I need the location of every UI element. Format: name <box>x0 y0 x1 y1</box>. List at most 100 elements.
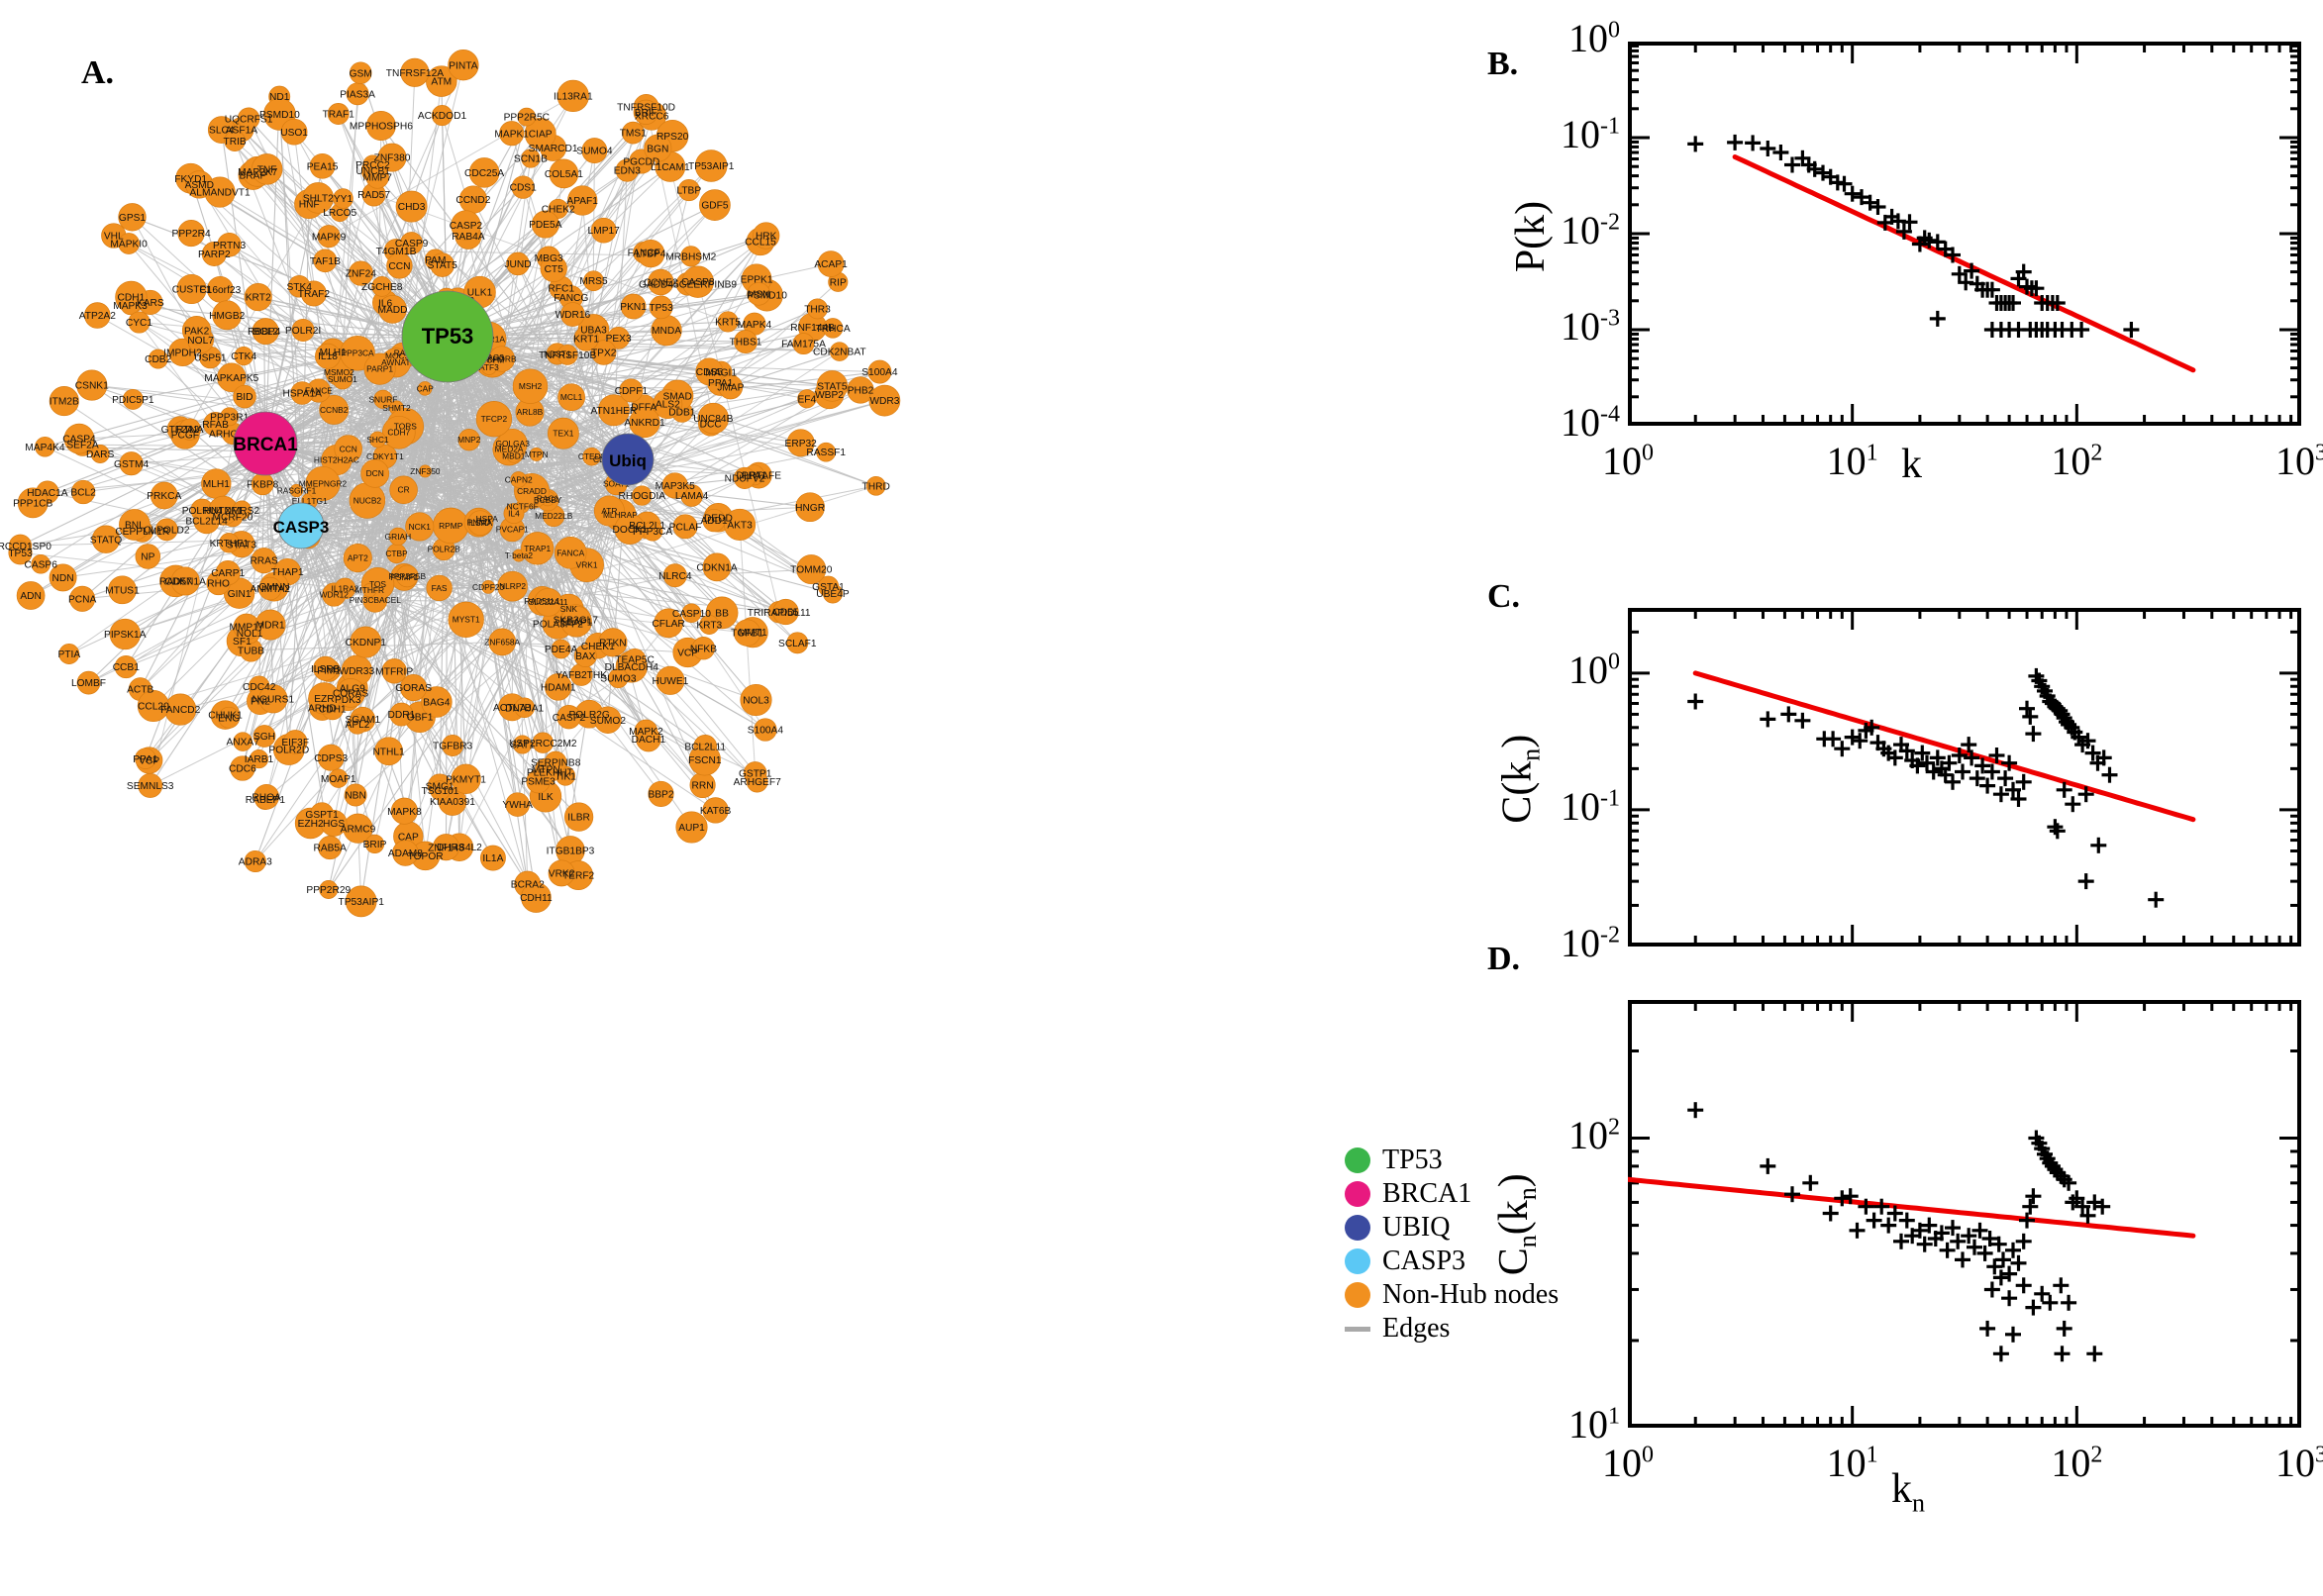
network-node[interactable] <box>694 150 728 182</box>
network-node[interactable] <box>70 479 96 505</box>
network-node[interactable] <box>662 563 687 588</box>
network-node[interactable] <box>224 130 246 151</box>
network-node[interactable] <box>362 583 377 598</box>
network-node[interactable] <box>319 394 350 425</box>
network-node[interactable] <box>334 435 362 463</box>
network-node[interactable] <box>118 203 147 232</box>
network-node[interactable] <box>467 510 493 537</box>
network-node[interactable] <box>656 665 685 695</box>
network-node[interactable] <box>822 318 844 339</box>
network-node[interactable] <box>220 407 240 427</box>
network-node[interactable] <box>377 143 407 172</box>
network-node[interactable] <box>365 165 389 189</box>
network-node[interactable] <box>395 190 428 223</box>
network-node[interactable] <box>31 554 50 574</box>
network-node[interactable] <box>430 780 451 801</box>
network-node[interactable] <box>378 295 407 324</box>
network-node[interactable] <box>661 472 688 499</box>
network-node[interactable] <box>594 706 622 734</box>
network-hub-node-brca1[interactable] <box>233 411 298 476</box>
network-node[interactable] <box>699 615 720 635</box>
network-node[interactable] <box>544 750 567 774</box>
network-node[interactable] <box>475 401 513 438</box>
network-node[interactable] <box>122 388 144 410</box>
network-node[interactable] <box>451 763 481 794</box>
network-node[interactable] <box>513 735 533 754</box>
network-node[interactable] <box>418 464 432 478</box>
network-node[interactable] <box>69 585 96 612</box>
network-node[interactable] <box>822 583 844 604</box>
network-node[interactable] <box>348 260 373 286</box>
network-node[interactable] <box>431 105 454 127</box>
network-node[interactable] <box>244 849 266 873</box>
network-node[interactable] <box>514 697 535 718</box>
network-node[interactable] <box>607 327 630 349</box>
network-node[interactable] <box>702 508 726 533</box>
network-node[interactable] <box>8 541 33 565</box>
network-node[interactable] <box>554 536 587 569</box>
network-node[interactable] <box>451 210 481 241</box>
network-node[interactable] <box>364 834 385 854</box>
network-node[interactable] <box>389 702 414 727</box>
network-node[interactable] <box>289 483 304 498</box>
network-node[interactable] <box>747 281 771 306</box>
network-node[interactable] <box>252 318 279 346</box>
network-node[interactable] <box>120 296 141 316</box>
network-node[interactable] <box>567 185 598 216</box>
network-node[interactable] <box>16 581 46 610</box>
network-node[interactable] <box>114 655 138 679</box>
network-node[interactable] <box>468 157 500 188</box>
network-node[interactable] <box>217 232 242 257</box>
network-node[interactable] <box>217 362 247 393</box>
network-node[interactable] <box>212 300 243 331</box>
network-node[interactable] <box>193 508 220 535</box>
network-node[interactable] <box>35 436 55 457</box>
network-node[interactable] <box>254 609 286 641</box>
network-node[interactable] <box>746 770 768 793</box>
network-node[interactable] <box>817 250 845 277</box>
network-node[interactable] <box>868 384 901 417</box>
network-node[interactable] <box>300 280 327 307</box>
network-node[interactable] <box>249 749 269 769</box>
network-node[interactable] <box>390 797 418 825</box>
network-node[interactable] <box>717 311 739 333</box>
network-node[interactable] <box>623 648 647 671</box>
network-node[interactable] <box>135 748 156 769</box>
network-node[interactable] <box>573 326 599 351</box>
network-node[interactable] <box>593 495 625 527</box>
network-node[interactable] <box>680 246 702 267</box>
network-node[interactable] <box>430 252 454 277</box>
network-node[interactable] <box>320 809 348 837</box>
network-node[interactable] <box>389 475 418 505</box>
network-node[interactable] <box>17 487 49 519</box>
network-node[interactable] <box>313 655 339 681</box>
network-node[interactable] <box>563 802 594 832</box>
network-node[interactable] <box>76 670 101 695</box>
network-node[interactable] <box>442 735 464 756</box>
network-node[interactable] <box>583 270 604 292</box>
network-node[interactable] <box>317 225 341 249</box>
network-node[interactable] <box>417 381 433 396</box>
network-node[interactable] <box>529 447 544 461</box>
network-node[interactable] <box>91 525 121 553</box>
network-node[interactable] <box>329 768 349 788</box>
network-node[interactable] <box>109 618 141 650</box>
network-node[interactable] <box>649 295 673 320</box>
network-node[interactable] <box>313 249 338 273</box>
network-node[interactable] <box>620 293 647 320</box>
network-node[interactable] <box>544 673 572 701</box>
network-node[interactable] <box>549 158 579 189</box>
network-node[interactable] <box>795 492 825 523</box>
network-node[interactable] <box>118 233 140 254</box>
network-node[interactable] <box>373 389 393 409</box>
network-node[interactable] <box>405 512 435 542</box>
network-node[interactable] <box>63 423 95 454</box>
network-node[interactable] <box>347 714 368 735</box>
network-node[interactable] <box>215 560 241 586</box>
network-node[interactable] <box>290 381 314 405</box>
network-node[interactable] <box>597 394 630 427</box>
network-node[interactable] <box>309 152 336 179</box>
network-node[interactable] <box>816 442 837 462</box>
network-node[interactable] <box>244 283 272 312</box>
network-node[interactable] <box>371 276 393 297</box>
